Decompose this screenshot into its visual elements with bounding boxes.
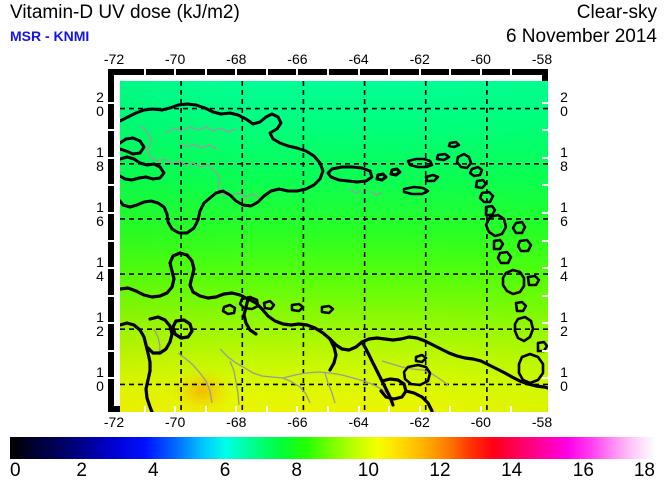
coastlines-and-grid: [120, 81, 548, 412]
colorbar-tick-5: 10: [357, 460, 379, 481]
colorbar: [10, 437, 655, 459]
x-tick-top-5: -62: [409, 51, 430, 67]
y-tick-right-4: 12: [556, 309, 572, 338]
y-tick-left-3: 14: [92, 254, 108, 283]
x-tick-top-1: -70: [165, 51, 186, 67]
y-tick-right-2: 16: [556, 198, 572, 227]
x-tick-bottom-1: -70: [165, 414, 186, 430]
colorbar-tick-8: 16: [572, 460, 594, 481]
map-frame: [108, 69, 548, 412]
y-tick-left-5: 10: [92, 364, 108, 393]
y-tick-left-0: 20: [92, 88, 108, 117]
colorbar-tick-0: 0: [10, 460, 21, 481]
x-tick-bottom-3: -66: [287, 414, 308, 430]
colorbar-tick-4: 8: [291, 460, 302, 481]
x-tick-bottom-5: -62: [409, 414, 430, 430]
colorbar-tick-3: 6: [219, 460, 231, 481]
x-tick-bottom-4: -64: [348, 414, 369, 430]
x-tick-bottom-0: -72: [103, 414, 125, 430]
y-tick-right-1: 18: [556, 143, 572, 172]
x-tick-top-0: -72: [103, 51, 125, 67]
grid-lines: [120, 81, 548, 412]
colorbar-tick-6: 12: [429, 460, 451, 481]
page-title: Vitamin-D UV dose (kJ/m2): [10, 2, 240, 23]
y-tick-left-2: 16: [92, 198, 108, 227]
x-tick-bottom-6: -60: [470, 414, 491, 430]
x-tick-top-7: -58: [531, 51, 553, 67]
x-tick-top-2: -68: [226, 51, 247, 67]
uv-dose-raster: [120, 81, 548, 412]
coastline-trinidad: [402, 353, 432, 387]
x-tick-top-6: -60: [470, 51, 491, 67]
colorbar-tick-7: 14: [501, 460, 523, 481]
y-tick-right-5: 10: [556, 364, 572, 393]
internal-borders: [139, 124, 449, 406]
colorbar-tick-9: 18: [633, 460, 655, 481]
date-label: 6 November 2014: [505, 26, 657, 47]
x-tick-bottom-7: -58: [531, 414, 553, 430]
coastline-south-america: [120, 251, 548, 412]
coastline-abc-islands: [221, 295, 335, 316]
colorbar-tick-2: 4: [148, 460, 159, 481]
coastline-virgin-islands: [402, 140, 461, 196]
data-source-label: MSR - KNMI: [10, 28, 90, 44]
coastline-puerto-rico: [326, 165, 402, 184]
x-tick-top-3: -66: [287, 51, 308, 67]
coastline-hispaniola: [120, 102, 325, 235]
sky-condition-label: Clear-sky: [576, 2, 657, 23]
map-plot: [108, 69, 548, 412]
coastline-lesser-antilles: [455, 152, 548, 385]
y-tick-left-1: 18: [92, 143, 108, 172]
y-tick-left-4: 12: [92, 309, 108, 338]
y-tick-right-3: 14: [556, 254, 572, 283]
x-tick-bottom-2: -68: [226, 414, 247, 430]
colorbar-tick-1: 2: [76, 460, 87, 481]
y-tick-right-0: 20: [556, 88, 572, 117]
x-tick-top-4: -64: [348, 51, 369, 67]
